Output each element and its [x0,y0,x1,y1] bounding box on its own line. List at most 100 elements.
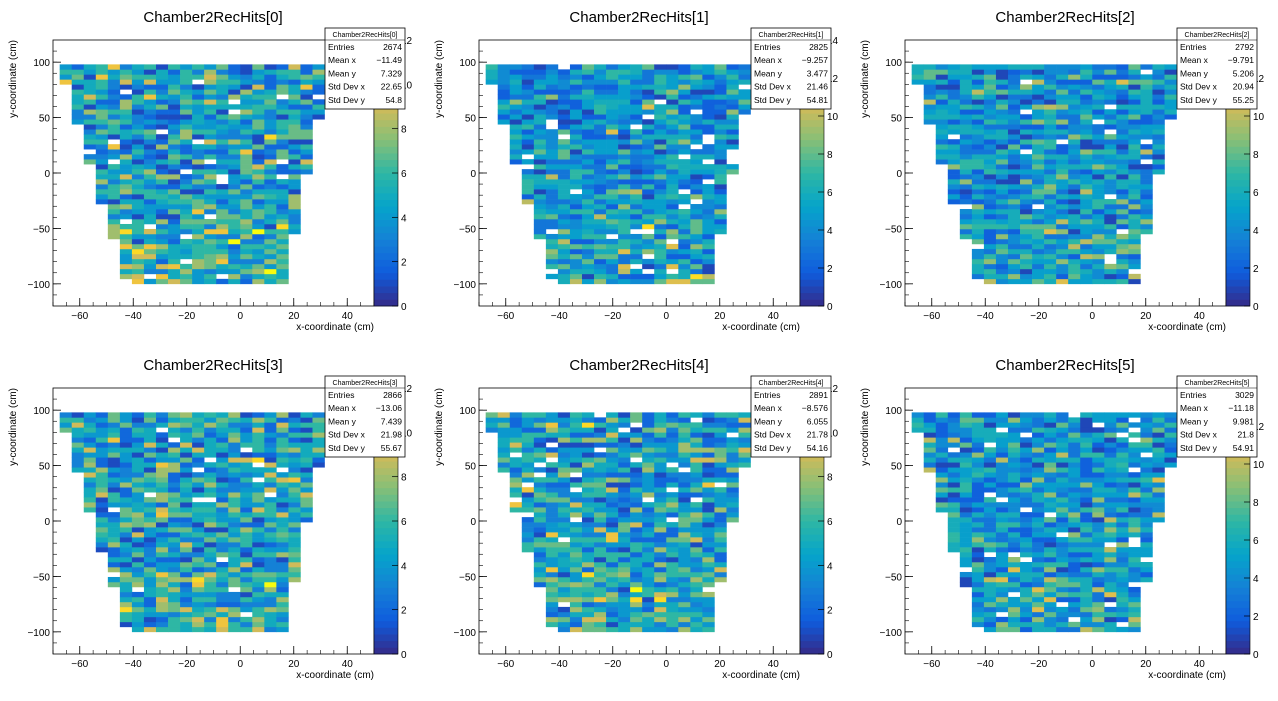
heatmap-bin [192,502,204,507]
heatmap-bin [120,199,132,204]
color-bar-segment [374,621,398,628]
heatmap-bin [1104,209,1116,214]
heatmap-bin [312,104,324,109]
heatmap-bin [168,89,180,94]
heatmap-bin [1044,254,1056,259]
heatmap-bin [534,159,546,164]
heatmap-bin [714,477,726,482]
heatmap-bin [288,532,300,537]
heatmap-bin [1080,214,1092,219]
heatmap-bin [108,497,120,502]
heatmap-bin [714,119,726,124]
heatmap-bin [1020,204,1032,209]
heatmap-bin [276,144,288,149]
z-tick-label: 0 [401,302,407,313]
heatmap-bin [156,154,168,159]
heatmap-bin [912,64,924,69]
heatmap-bin [534,457,546,462]
heatmap-bin [156,229,168,234]
heatmap-bin [1116,169,1128,174]
color-bar-segment [800,133,824,140]
heatmap-bin [120,587,132,592]
heatmap-bin [948,84,960,89]
heatmap-bin [936,124,948,129]
heatmap-bin [1104,522,1116,527]
heatmap-bin [726,477,738,482]
heatmap-bin [534,129,546,134]
heatmap-bin [108,199,120,204]
heatmap-bin [1080,259,1092,264]
heatmap-bin [642,279,654,284]
heatmap-bin [156,74,168,79]
color-bar-segment [374,120,398,127]
heatmap-bin [582,79,594,84]
heatmap-bin [972,547,984,552]
heatmap-bin [156,482,168,487]
heatmap-bin [120,134,132,139]
color-bar-segment [374,233,398,240]
heatmap-bin [1140,497,1152,502]
heatmap-bin [1020,602,1032,607]
heatmap-bin [96,512,108,517]
heatmap-bin [510,89,522,94]
heatmap-bin [606,597,618,602]
z-tick-label: 6 [1253,188,1259,199]
heatmap-bin [984,522,996,527]
heatmap-bin [240,452,252,457]
heatmap-bin [240,144,252,149]
heatmap-bin [204,149,216,154]
heatmap-bin [582,269,594,274]
heatmap-bin [534,437,546,442]
heatmap-bin [582,557,594,562]
heatmap-bin [120,139,132,144]
heatmap-bin [288,417,300,422]
heatmap-bin [264,84,276,89]
heatmap-bin [582,234,594,239]
heatmap-bin [690,129,702,134]
heatmap-bin [510,84,522,89]
heatmap-bin [204,477,216,482]
color-bar-segment [374,279,398,286]
heatmap-bin [1080,139,1092,144]
heatmap-bin [1032,229,1044,234]
heatmap-bin [1152,487,1164,492]
heatmap-bin [84,432,96,437]
heatmap-bin [972,169,984,174]
heatmap-bin [156,69,168,74]
heatmap-bin [192,457,204,462]
heatmap-bin [1020,552,1032,557]
heatmap-bin [726,472,738,477]
heatmap-bin [654,139,666,144]
heatmap-bin [630,249,642,254]
heatmap-bin [1068,602,1080,607]
heatmap-bin [972,597,984,602]
heatmap-bin [594,482,606,487]
heatmap-bin [1032,109,1044,114]
heatmap-bin [1092,482,1104,487]
heatmap-bin [666,159,678,164]
heatmap-bin [1152,84,1164,89]
heatmap-bin [276,477,288,482]
heatmap-bin [1104,592,1116,597]
heatmap-bin [300,502,312,507]
heatmap-bin [522,412,534,417]
heatmap-bin [144,477,156,482]
heatmap-bin [1080,532,1092,537]
heatmap-bin [1056,234,1068,239]
heatmap-bin [1020,612,1032,617]
heatmap-bin [204,74,216,79]
heatmap-bin [654,129,666,134]
heatmap-bin [1020,542,1032,547]
heatmap-bin [1032,567,1044,572]
heatmap-bin [642,99,654,104]
heatmap-bin [1068,244,1080,249]
heatmap-bin [654,512,666,517]
heatmap-bin [1032,209,1044,214]
heatmap-bin [522,457,534,462]
heatmap-bin [132,254,144,259]
heatmap-bin [1044,144,1056,149]
heatmap-bin [1104,239,1116,244]
stats-value: 22.65 [381,82,403,92]
z-tick-label: 8 [1253,150,1259,161]
heatmap-bin [630,472,642,477]
